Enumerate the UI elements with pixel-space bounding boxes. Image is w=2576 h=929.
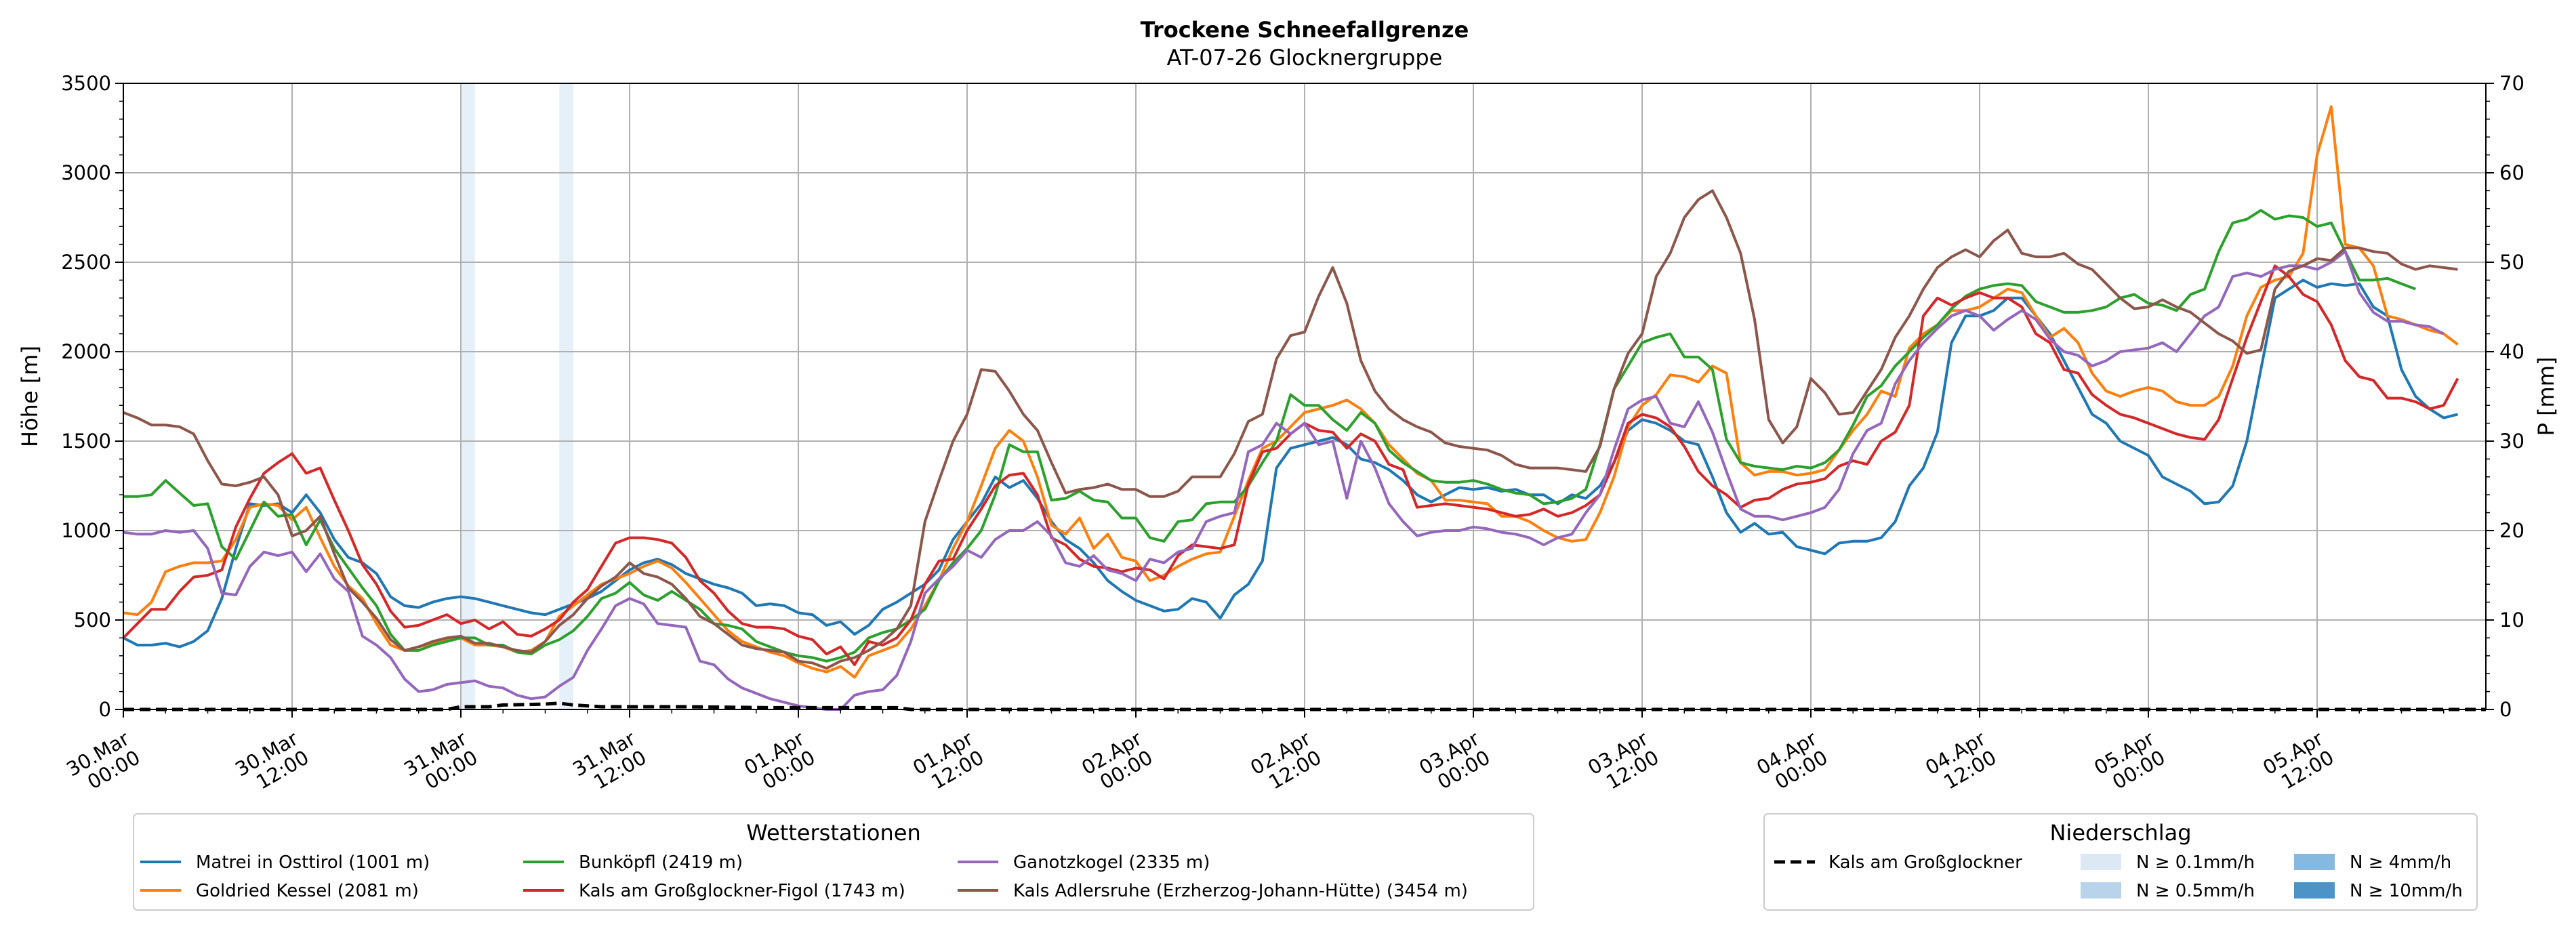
y-right-tick-label-7: 70 <box>2499 72 2524 95</box>
y-axis-right: 0 10 20 30 40 50 60 70 <box>2486 72 2524 721</box>
precip-layer <box>123 701 2486 711</box>
legend-stations-items: Matrei in Osttirol (1001 m) Goldried Kess… <box>140 852 1468 901</box>
y-axis-label-right: P [mm] <box>2533 357 2559 436</box>
legend-precip-swatch-3 <box>2294 882 2335 899</box>
precip-bands <box>461 83 573 709</box>
legend-precip-swatch-0 <box>2081 854 2121 870</box>
legend-station-label-4: Ganotzkogel (2335 m) <box>1013 852 1210 873</box>
legend-precip: Niederschlag Kals am Großglockner N ≥ 0.… <box>1763 813 2478 911</box>
legend-station-label-0: Matrei in Osttirol (1001 m) <box>196 852 430 873</box>
y-left-tick-label-3: 1500 <box>61 430 111 453</box>
legend-station-label-2: Bunköpfl (2419 m) <box>579 852 743 873</box>
series-line-5 <box>123 189 2458 670</box>
y-left-tick-label-7: 3500 <box>61 72 111 95</box>
legend-precip-swatch-1 <box>2081 882 2121 899</box>
chart-subtitle: AT-07-26 Glocknergruppe <box>1167 45 1443 70</box>
y-right-tick-label-5: 50 <box>2499 251 2524 274</box>
legend-precip-label-3: N ≥ 10mm/h <box>2350 881 2463 901</box>
y-right-tick-label-3: 30 <box>2499 430 2524 453</box>
legend-precip-swatch-2 <box>2294 854 2335 870</box>
chart-title: Trockene Schneefallgrenze <box>1141 17 1469 43</box>
y-axis-label-left: Höhe [m] <box>17 346 43 447</box>
y-left-tick-label-0: 0 <box>99 698 111 721</box>
legend-station-label-3: Kals am Großglockner-Figol (1743 m) <box>579 881 905 901</box>
y-left-tick-label-4: 2000 <box>61 340 111 363</box>
legend-precip-line-label: Kals am Großglockner <box>1828 852 2022 873</box>
legend-precip-label-1: N ≥ 0.5mm/h <box>2136 881 2255 901</box>
legend-precip-label-2: N ≥ 4mm/h <box>2350 852 2451 873</box>
y-right-tick-label-0: 0 <box>2499 698 2512 721</box>
precip-band-0 <box>461 83 475 709</box>
precip-line <box>123 701 2486 711</box>
series-layer <box>122 105 2459 711</box>
y-left-tick-label-6: 3000 <box>61 161 111 184</box>
y-left-tick-label-5: 2500 <box>61 251 111 274</box>
y-right-tick-label-2: 20 <box>2499 519 2524 542</box>
y-axis-left: 0 500 1000 1500 2000 2500 3000 3500 <box>61 72 123 721</box>
legend-stations-frame <box>133 813 1534 911</box>
legend-precip-label-0: N ≥ 0.1mm/h <box>2136 852 2255 873</box>
y-right-tick-label-1: 10 <box>2499 608 2524 632</box>
legend-station-label-5: Kals Adlersruhe (Erzherzog-Johann-Hütte)… <box>1013 881 1468 901</box>
y-left-tick-label-1: 500 <box>74 608 111 632</box>
precip-band-1 <box>559 83 573 709</box>
y-right-tick-label-4: 40 <box>2499 340 2524 363</box>
series-line-4 <box>123 250 2445 711</box>
y-left-tick-label-2: 1000 <box>61 519 111 542</box>
legend-stations: Wetterstationen Matrei in Osttirol (1001… <box>133 813 1534 911</box>
legend-stations-title: Wetterstationen <box>746 820 920 846</box>
legend-precip-levels: N ≥ 0.1mm/h N ≥ 0.5mm/h N ≥ 4mm/h N ≥ 10mm/… <box>2081 852 2463 901</box>
y-right-tick-label-6: 60 <box>2499 161 2524 184</box>
legend-station-label-1: Goldried Kessel (2081 m) <box>196 881 419 901</box>
legend-precip-title: Niederschlag <box>2049 820 2191 846</box>
